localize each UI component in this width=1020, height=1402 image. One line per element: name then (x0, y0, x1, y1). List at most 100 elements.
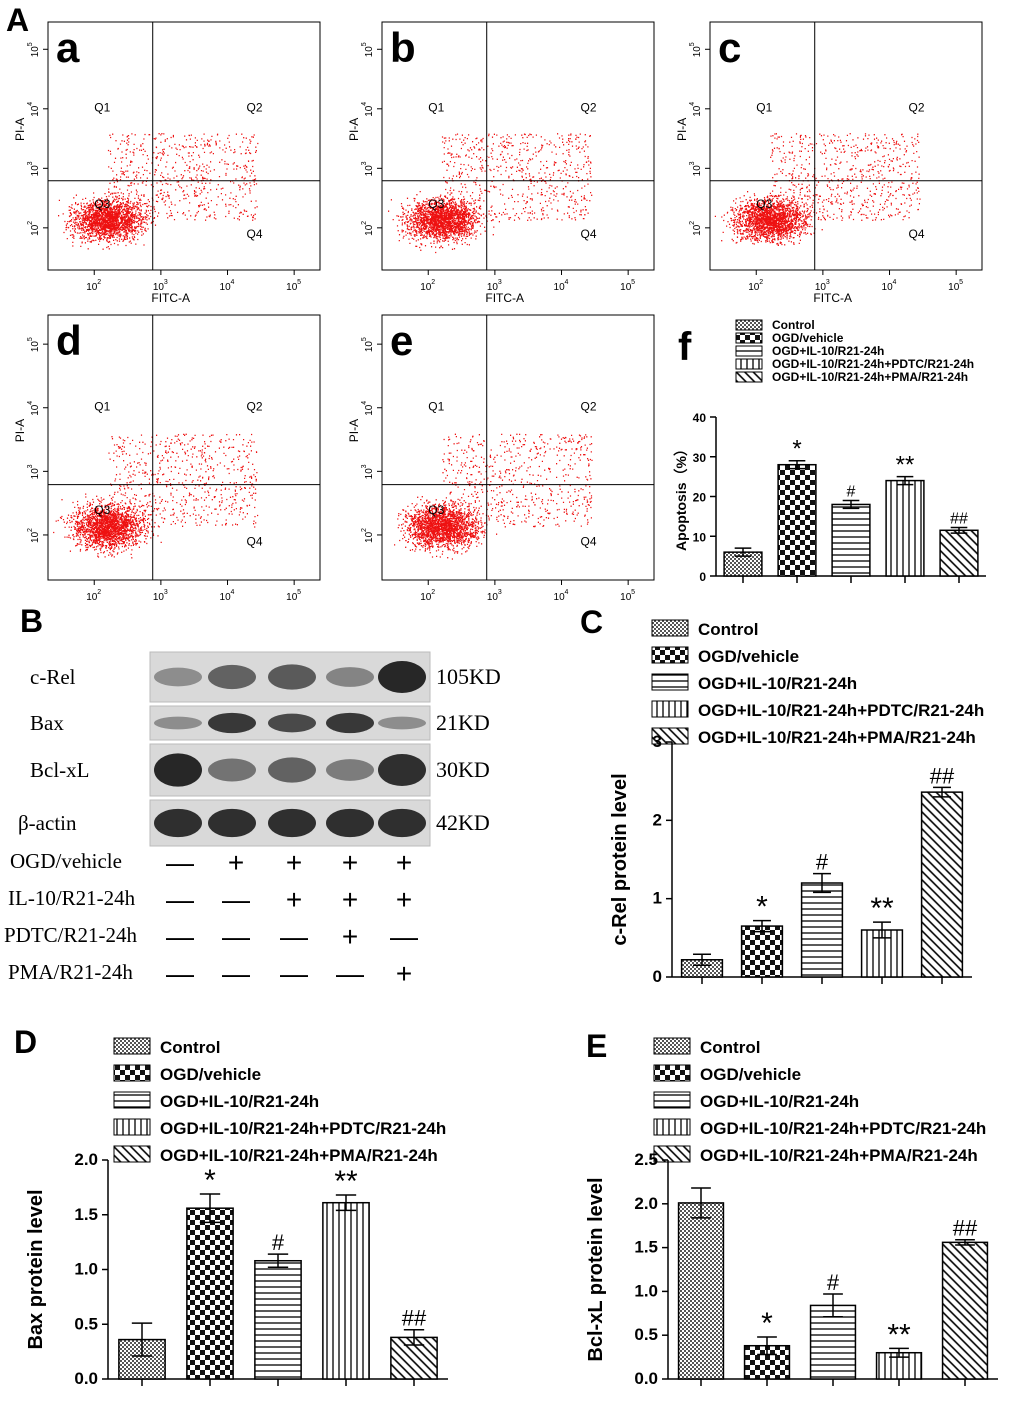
y-tick-label: 1.0 (74, 1260, 98, 1279)
x-tick-label: 10 (882, 282, 894, 293)
x-tick-label: 10 (487, 282, 499, 293)
x-tick-exponent: 4 (565, 589, 569, 596)
bar (939, 529, 979, 577)
y-tick-label: 0.5 (634, 1325, 658, 1344)
y-tick-exponent: 2 (27, 221, 34, 225)
legend-swatch (653, 1118, 691, 1136)
x-tick-label: 10 (420, 282, 432, 293)
legend-label: OGD+IL-10/R21-24h+PDTC/R21-24h (698, 701, 984, 720)
apoptosis-bar-chart: ControlOGD/vehicleOGD+IL-10/R21-24hOGD+I… (673, 318, 986, 584)
legend-swatch (113, 1091, 151, 1109)
quadrant-label: Q3 (756, 197, 772, 211)
significance-label: # (272, 1230, 285, 1255)
legend-label: Control (160, 1038, 220, 1057)
legend-swatch (651, 727, 689, 745)
y-tick-label: 0 (699, 570, 706, 584)
legend-swatch (735, 345, 763, 357)
significance-label: ## (930, 763, 955, 788)
quadrant-label: Q4 (247, 535, 263, 549)
legend: ControlOGD/vehicleOGD+IL-10/R21-24hOGD+I… (653, 1037, 986, 1165)
figure-label-B: B (20, 603, 44, 639)
bar (254, 1259, 302, 1380)
x-tick-exponent: 4 (893, 279, 897, 286)
x-tick-label: 10 (815, 282, 827, 293)
figure-label-A: A (6, 2, 30, 38)
y-tick-exponent: 5 (361, 42, 368, 46)
quadrant-label: Q4 (247, 227, 263, 241)
legend-label: OGD+IL-10/R21-24h (160, 1092, 319, 1111)
quadrant-label: Q4 (581, 227, 597, 241)
blot-band (378, 753, 426, 787)
quadrant-label: Q2 (247, 100, 263, 114)
blot-protein-label: β-actin (18, 811, 77, 835)
legend-label: OGD+IL-10/R21-24h+PMA/R21-24h (772, 370, 968, 384)
significance-label: # (816, 850, 829, 875)
y-axis-label: PI-A (13, 419, 27, 442)
x-axis-label: FITC-A (485, 291, 524, 305)
quadrant-label: Q4 (581, 535, 597, 549)
significance-label: # (827, 1270, 840, 1295)
y-tick-label: 0.0 (634, 1369, 658, 1388)
quadrant-label: Q2 (581, 100, 597, 114)
quadrant-label: Q2 (581, 399, 597, 413)
bar (322, 1201, 370, 1380)
chart-panel-letter: f (678, 325, 692, 369)
x-tick-label: 10 (948, 282, 960, 293)
legend-swatch (113, 1037, 151, 1055)
x-tick-exponent: 2 (97, 589, 101, 596)
treatment-sign: + (342, 884, 358, 915)
y-tick-label: 1.5 (634, 1238, 658, 1257)
legend: ControlOGD/vehicleOGD+IL-10/R21-24hOGD+I… (735, 318, 974, 384)
y-tick-label: 10 (692, 46, 703, 58)
flow-dots (394, 433, 593, 560)
bar (941, 1241, 989, 1380)
treatment-sign: — (280, 921, 308, 952)
blot-size-label: 21KD (436, 710, 490, 735)
blot-band (326, 712, 374, 734)
blot-band (378, 661, 426, 693)
flow-dots (714, 133, 921, 246)
flow-panel-letter: c (718, 24, 741, 71)
y-tick-label: 30 (693, 451, 707, 465)
flow-plot-frame (381, 21, 655, 271)
blot-protein-label: c-Rel (30, 665, 76, 689)
blot-band (208, 758, 256, 782)
bar (885, 479, 925, 577)
x-tick-label: 10 (153, 282, 165, 293)
significance-label: ** (870, 892, 894, 925)
treatment-sign: — (280, 958, 308, 989)
legend-swatch (653, 1091, 691, 1109)
legend-swatch (113, 1145, 151, 1163)
x-axis-label: FITC-A (151, 291, 190, 305)
treatment-sign: + (286, 884, 302, 915)
quadrant-label: Q1 (428, 100, 444, 114)
flow-plot-frame (47, 314, 321, 581)
x-tick-exponent: 3 (826, 279, 830, 286)
blot-row-Bcl-xL: Bcl-xL 30KD (30, 743, 490, 797)
significance-label: * (761, 1307, 773, 1340)
significance-label: * (204, 1164, 216, 1197)
flow-plot-frame (381, 314, 655, 581)
y-tick-exponent: 4 (27, 401, 34, 405)
y-tick-exponent: 2 (361, 221, 368, 225)
bar (740, 925, 784, 978)
blot-band (208, 712, 256, 734)
x-tick-exponent: 3 (498, 589, 502, 596)
flow-dots (388, 133, 593, 254)
y-tick-exponent: 4 (27, 102, 34, 106)
y-tick-label: 10 (30, 46, 41, 58)
blot-band (154, 808, 202, 838)
y-tick-label: 10 (30, 341, 41, 353)
legend-label: OGD/vehicle (700, 1065, 801, 1084)
x-tick-label: 10 (86, 282, 98, 293)
treatment-sign: — (166, 847, 194, 878)
x-axis-label: FITC-A (813, 291, 852, 305)
treatment-label: PMA/R21-24h (8, 960, 133, 984)
legend-label: OGD+IL-10/R21-24h+PMA/R21-24h (700, 1146, 978, 1165)
x-tick-exponent: 5 (631, 279, 635, 286)
treatment-sign: — (222, 884, 250, 915)
blot-band (208, 664, 256, 690)
y-tick-exponent: 5 (27, 42, 34, 46)
x-tick-label: 10 (86, 592, 98, 600)
